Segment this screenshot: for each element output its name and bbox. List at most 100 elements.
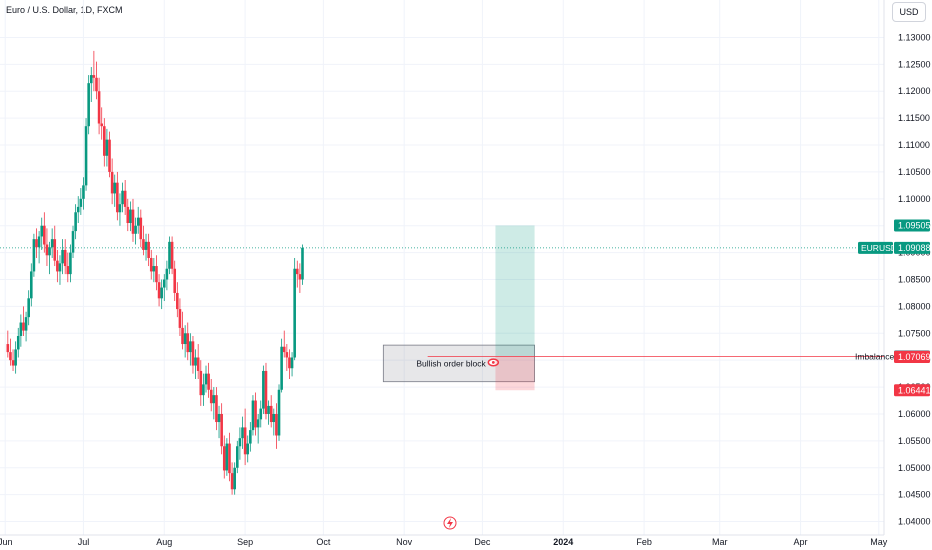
candle-body — [48, 247, 51, 256]
y-tick-label: 1.11500 — [898, 113, 930, 123]
candle-body — [196, 357, 200, 371]
last-price-tag-text: 1.09088 — [898, 243, 931, 253]
candle-body — [89, 75, 93, 84]
candle — [212, 387, 216, 420]
candle — [35, 228, 38, 258]
candle — [14, 341, 17, 374]
y-tick-label: 1.11000 — [898, 140, 930, 150]
candle-body — [249, 430, 252, 444]
candle-body — [142, 239, 145, 250]
candle-body — [259, 408, 263, 420]
candle-body — [176, 292, 179, 310]
candle-body — [82, 185, 85, 199]
candle-body — [110, 171, 114, 194]
position-stop-zone — [495, 356, 535, 391]
candle — [160, 279, 163, 310]
candle — [272, 408, 276, 436]
candle — [189, 333, 192, 366]
eye-pupil — [491, 361, 495, 364]
x-tick-label: Sep — [237, 537, 253, 547]
candle-body — [285, 352, 289, 358]
candle-body — [16, 335, 20, 350]
candle-body — [301, 247, 304, 280]
candle-body — [194, 357, 197, 366]
candle-body — [155, 266, 158, 283]
candle — [225, 438, 229, 476]
candle-body — [129, 209, 132, 224]
candle — [87, 75, 90, 135]
candle — [181, 311, 184, 350]
candle — [178, 298, 182, 336]
candle — [58, 255, 62, 285]
candle-body — [9, 352, 12, 361]
candle — [217, 405, 221, 439]
candle — [61, 239, 64, 275]
candle — [11, 349, 15, 371]
candle-body — [262, 370, 265, 409]
candle — [118, 193, 122, 226]
last-price-tag: 1.09088 — [894, 241, 931, 254]
candle-body — [178, 309, 182, 328]
candle-body — [27, 298, 30, 318]
candle — [262, 365, 265, 414]
candle-body — [136, 217, 140, 226]
candle — [131, 198, 135, 242]
candle-body — [288, 357, 291, 369]
currency-selector[interactable]: USD — [892, 2, 926, 22]
candle-body — [277, 389, 281, 436]
candle — [222, 435, 226, 479]
candle — [69, 244, 72, 283]
candle-body — [212, 395, 216, 404]
candle-body — [61, 249, 64, 264]
candle — [183, 325, 187, 358]
x-tick-label: Aug — [156, 537, 172, 547]
candle-body — [71, 231, 75, 253]
candle-body — [97, 91, 101, 124]
candle — [233, 462, 236, 495]
candle-body — [191, 341, 195, 366]
candle-body — [222, 446, 226, 471]
candle-body — [225, 443, 229, 471]
candle — [251, 395, 255, 436]
y-tick-label: 1.08000 — [898, 301, 931, 311]
candle-body — [95, 77, 98, 92]
candle — [136, 206, 140, 234]
candle-body — [269, 405, 273, 423]
candle — [92, 50, 96, 92]
candle-body — [22, 322, 25, 331]
candle — [209, 379, 213, 412]
x-tick-label: Oct — [316, 537, 331, 547]
candle-body — [207, 373, 210, 390]
candle-body — [84, 126, 88, 186]
candle-body — [293, 268, 296, 358]
candle-body — [87, 83, 90, 127]
candle — [53, 225, 57, 267]
candle-body — [58, 263, 62, 272]
candle-body — [11, 360, 15, 366]
candle-body — [204, 373, 208, 385]
candle — [108, 131, 111, 178]
target-price-tag-bg — [894, 219, 930, 232]
candle-body — [280, 346, 283, 390]
candle — [228, 432, 231, 482]
candle-body — [275, 413, 278, 436]
candle-body — [181, 327, 184, 345]
candle — [82, 177, 85, 210]
candle-body — [264, 370, 268, 414]
candle — [27, 290, 30, 326]
eye-icon — [487, 358, 500, 367]
candle-body — [103, 126, 106, 156]
symbol-tag-bg — [858, 241, 893, 254]
candle-body — [19, 322, 23, 336]
candle-body — [43, 225, 46, 245]
candle — [215, 387, 218, 431]
candle — [100, 107, 103, 140]
candle — [264, 362, 268, 420]
symbol-tag-text: EURUSD — [861, 243, 897, 253]
candle-body — [24, 317, 28, 331]
events-lightning-icon — [443, 516, 457, 530]
candle — [191, 335, 195, 374]
candle — [126, 198, 130, 232]
